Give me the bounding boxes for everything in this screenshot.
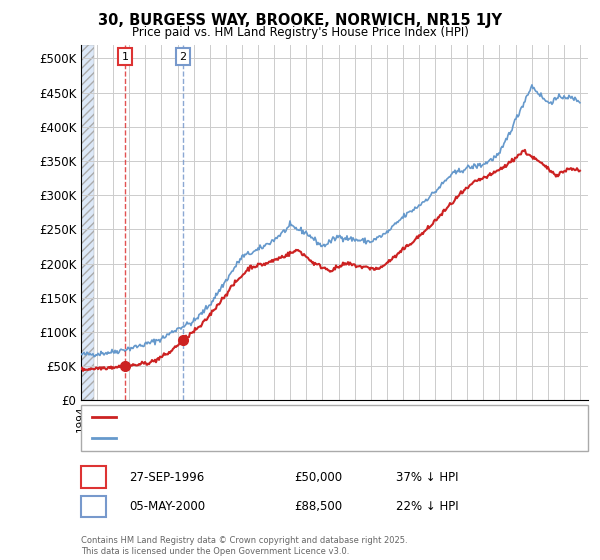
Text: 30, BURGESS WAY, BROOKE, NORWICH, NR15 1JY (detached house): 30, BURGESS WAY, BROOKE, NORWICH, NR15 1… <box>120 412 472 422</box>
Text: £88,500: £88,500 <box>294 500 342 514</box>
Text: HPI: Average price, detached house, South Norfolk: HPI: Average price, detached house, Sout… <box>120 433 384 444</box>
Text: 1: 1 <box>89 470 98 484</box>
Text: Contains HM Land Registry data © Crown copyright and database right 2025.
This d: Contains HM Land Registry data © Crown c… <box>81 536 407 556</box>
Text: £50,000: £50,000 <box>294 470 342 484</box>
Text: 05-MAY-2000: 05-MAY-2000 <box>129 500 205 514</box>
Text: 2: 2 <box>89 500 98 514</box>
Text: 1: 1 <box>122 52 128 62</box>
Text: 27-SEP-1996: 27-SEP-1996 <box>129 470 204 484</box>
Text: 37% ↓ HPI: 37% ↓ HPI <box>396 470 458 484</box>
Bar <box>81 45 94 400</box>
Text: 22% ↓ HPI: 22% ↓ HPI <box>396 500 458 514</box>
Text: Price paid vs. HM Land Registry's House Price Index (HPI): Price paid vs. HM Land Registry's House … <box>131 26 469 39</box>
Text: 2: 2 <box>179 52 187 62</box>
Text: 30, BURGESS WAY, BROOKE, NORWICH, NR15 1JY: 30, BURGESS WAY, BROOKE, NORWICH, NR15 1… <box>98 13 502 29</box>
